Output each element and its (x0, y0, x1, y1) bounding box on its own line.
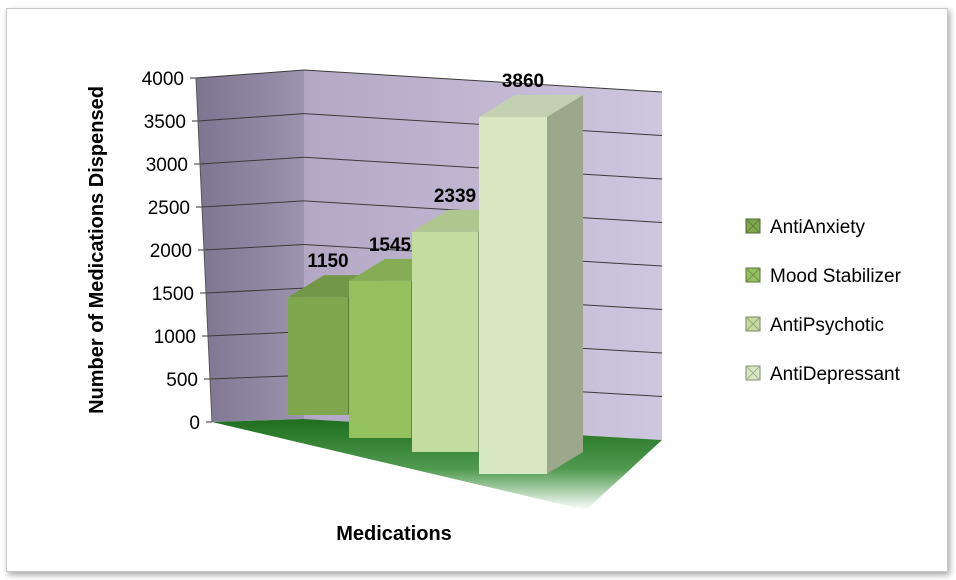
y-tick-label: 2000 (150, 241, 192, 262)
legend-label: AntiPsychotic (770, 315, 884, 336)
gridline (197, 113, 305, 122)
y-tick-label: 3000 (146, 155, 188, 176)
legend: AntiAnxiety Mood Stabilizer AntiPsychotic A… (745, 217, 902, 385)
bar-side-face (547, 94, 583, 474)
y-tick-label: 500 (166, 370, 198, 391)
bar-antidepressant (479, 94, 583, 474)
y-tick-label: 1000 (154, 327, 196, 348)
bar-front-face (412, 231, 478, 452)
data-label: 3860 (502, 71, 544, 92)
y-tick-label: 2500 (148, 198, 190, 219)
gridline (199, 156, 305, 165)
y-tick-label: 1500 (152, 284, 194, 305)
chart-side-wall (196, 70, 304, 422)
bar-front-face (479, 116, 547, 474)
y-axis: 0 500 1000 1500 2000 2500 3000 3500 4000 (142, 69, 213, 434)
legend-item: AntiPsychotic (745, 315, 884, 336)
legend-item: AntiAnxiety (745, 217, 866, 238)
bars (288, 94, 583, 474)
legend-label: Mood Stabilizer (770, 266, 902, 287)
gridline (203, 244, 305, 251)
legend-swatch-mark (745, 316, 761, 332)
legend-item: Mood Stabilizer (745, 266, 902, 287)
legend-item: AntiDepressant (745, 364, 901, 385)
data-label: 1545 (369, 235, 412, 256)
data-label: 2339 (434, 186, 476, 207)
gridline (303, 69, 663, 93)
bar-front-face (349, 280, 411, 438)
legend-swatch-mark (745, 365, 761, 381)
legend-label: AntiAnxiety (770, 217, 866, 238)
y-tick-label: 0 (189, 413, 200, 434)
gridline (195, 69, 305, 79)
bar-front-face (288, 297, 348, 415)
y-axis-title: Number of Medications Dispensed (86, 86, 108, 414)
legend-swatch-mark (745, 218, 761, 234)
y-tick-label: 3500 (144, 112, 186, 133)
bar-top-face (479, 94, 583, 117)
legend-label: AntiDepressant (770, 364, 901, 385)
data-labels: 1150 1545 2339 3860 (307, 71, 544, 272)
y-tick-label: 4000 (142, 69, 184, 90)
legend-swatch-mark (745, 267, 761, 283)
y-axis-line (195, 77, 213, 423)
x-axis-title: Medications (336, 523, 452, 545)
data-label: 1150 (307, 251, 348, 272)
gridline (201, 200, 305, 208)
gridline (205, 287, 305, 294)
